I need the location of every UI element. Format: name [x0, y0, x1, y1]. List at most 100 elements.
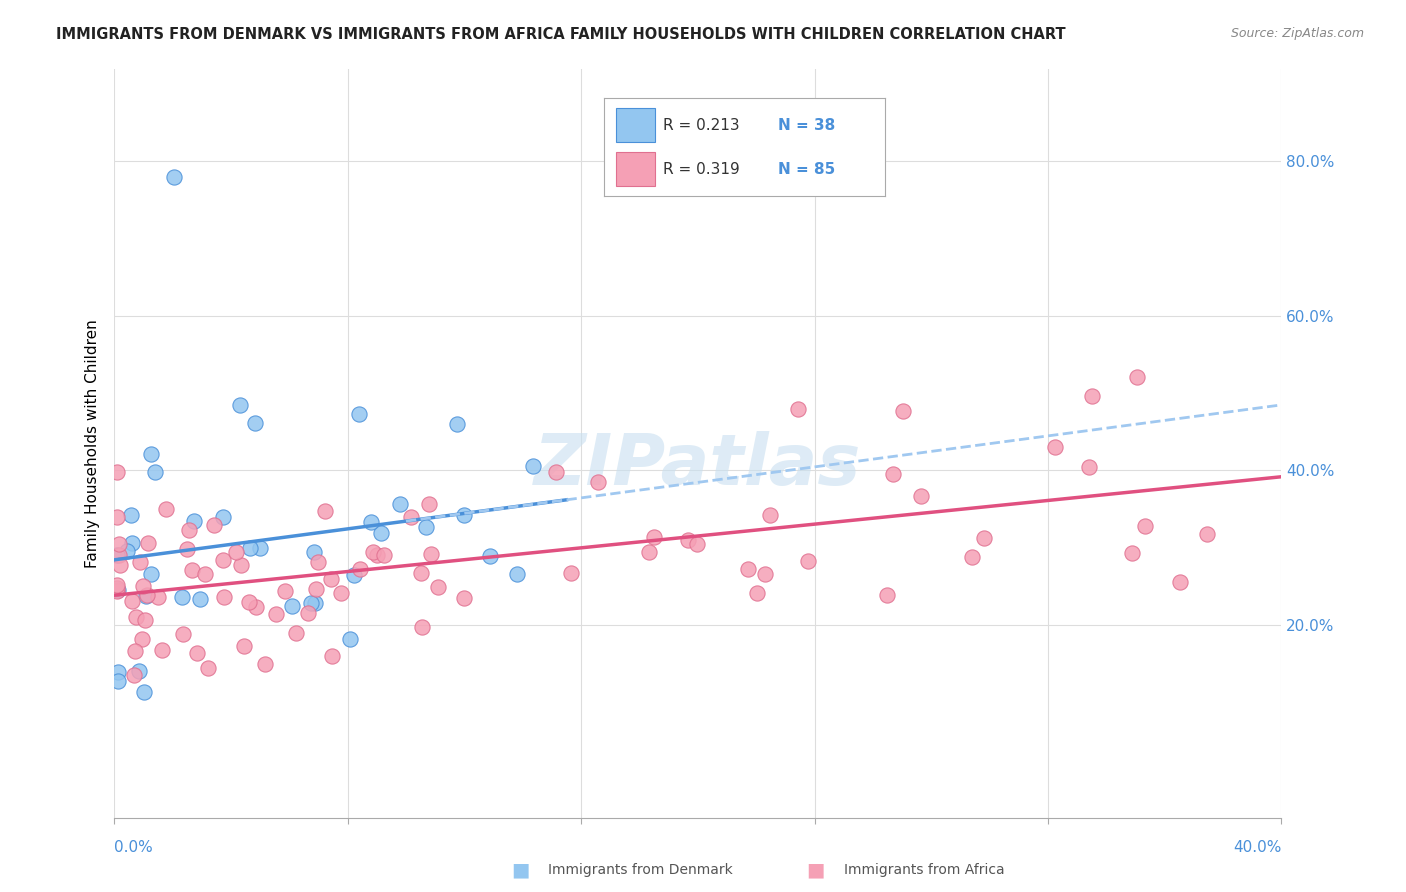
- Point: [105, 549, 128, 563]
- Point: [108, 558, 131, 572]
- Point: [229, 398, 252, 412]
- Point: [427, 580, 450, 594]
- Point: [105, 577, 128, 591]
- Point: [910, 489, 932, 503]
- Point: [1080, 388, 1102, 402]
- Text: 0.0%: 0.0%: [114, 840, 153, 855]
- Point: [124, 643, 146, 657]
- Point: [411, 620, 433, 634]
- Point: [747, 585, 769, 599]
- Point: [134, 614, 156, 628]
- Point: [446, 417, 468, 432]
- Point: [163, 169, 186, 184]
- Point: [339, 632, 361, 646]
- Point: [737, 562, 759, 576]
- Point: [238, 595, 260, 609]
- Point: [194, 567, 217, 582]
- Point: [266, 607, 288, 622]
- Point: [280, 599, 302, 613]
- Point: [139, 567, 162, 582]
- Point: [960, 549, 983, 564]
- Point: [107, 583, 129, 598]
- Point: [155, 501, 177, 516]
- Text: IMMIGRANTS FROM DENMARK VS IMMIGRANTS FROM AFRICA FAMILY HOUSEHOLDS WITH CHILDRE: IMMIGRANTS FROM DENMARK VS IMMIGRANTS FR…: [56, 27, 1066, 42]
- Point: [229, 558, 252, 572]
- Point: [314, 503, 336, 517]
- Point: [796, 554, 818, 568]
- Point: [107, 548, 129, 562]
- Point: [128, 664, 150, 678]
- Point: [418, 497, 440, 511]
- Point: [212, 590, 235, 604]
- Point: [202, 518, 225, 533]
- Point: [787, 402, 810, 417]
- Point: [107, 674, 129, 689]
- Point: [177, 523, 200, 537]
- Point: [181, 563, 204, 577]
- Point: [1197, 527, 1219, 541]
- Point: [188, 592, 211, 607]
- Point: [107, 665, 129, 679]
- Point: [643, 530, 665, 544]
- Point: [588, 475, 610, 490]
- Point: [136, 535, 159, 549]
- Point: [232, 639, 254, 653]
- Point: [415, 520, 437, 534]
- Point: [321, 648, 343, 663]
- Point: [453, 591, 475, 606]
- Text: 40.0%: 40.0%: [1233, 840, 1281, 855]
- Point: [891, 403, 914, 417]
- Point: [120, 508, 142, 523]
- Point: [122, 667, 145, 681]
- Point: [349, 562, 371, 576]
- Point: [183, 514, 205, 528]
- Point: [197, 661, 219, 675]
- Point: [105, 581, 128, 595]
- Point: [560, 566, 582, 580]
- Point: [129, 555, 152, 569]
- Point: [150, 643, 173, 657]
- Point: [274, 583, 297, 598]
- Y-axis label: Family Households with Children: Family Households with Children: [86, 318, 100, 567]
- Point: [370, 526, 392, 541]
- Point: [285, 625, 308, 640]
- Point: [245, 599, 267, 614]
- Point: [132, 579, 155, 593]
- Point: [148, 590, 170, 604]
- Point: [254, 657, 277, 671]
- Point: [361, 544, 384, 558]
- Point: [506, 566, 529, 581]
- Point: [522, 459, 544, 474]
- Point: [108, 537, 131, 551]
- Point: [172, 627, 194, 641]
- Point: [399, 510, 422, 524]
- Point: [125, 610, 148, 624]
- Point: [239, 541, 262, 555]
- Text: ■: ■: [806, 860, 825, 880]
- Point: [1126, 369, 1149, 384]
- Point: [143, 465, 166, 479]
- Point: [307, 555, 329, 569]
- Point: [409, 566, 432, 580]
- Point: [453, 508, 475, 523]
- Point: [105, 465, 128, 479]
- Point: [343, 568, 366, 582]
- Point: [212, 553, 235, 567]
- Point: [243, 416, 266, 430]
- Point: [973, 532, 995, 546]
- Point: [360, 515, 382, 529]
- Point: [134, 685, 156, 699]
- Point: [1043, 440, 1066, 454]
- Point: [105, 583, 128, 598]
- Point: [212, 509, 235, 524]
- Text: ■: ■: [510, 860, 530, 880]
- Point: [637, 545, 659, 559]
- Point: [1168, 575, 1191, 590]
- Point: [170, 591, 193, 605]
- Point: [1121, 546, 1143, 560]
- Point: [882, 467, 904, 481]
- Point: [373, 549, 395, 563]
- Point: [366, 548, 388, 562]
- Point: [1135, 519, 1157, 533]
- Point: [304, 596, 326, 610]
